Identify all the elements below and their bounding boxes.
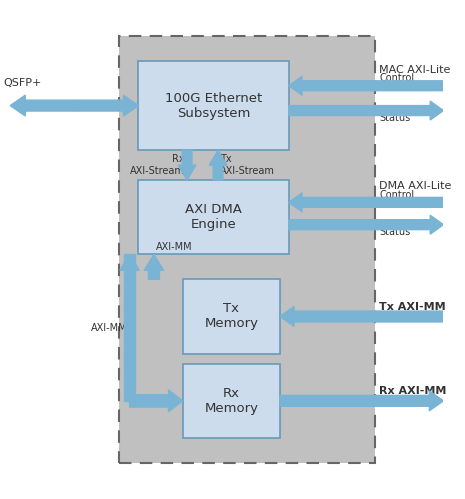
Text: DMA AXI-Lite: DMA AXI-Lite [379,182,452,192]
Text: Status: Status [379,227,411,237]
Text: AXI-MM: AXI-MM [91,323,127,333]
Text: QSFP+: QSFP+ [4,78,42,88]
FancyBboxPatch shape [183,279,280,354]
FancyBboxPatch shape [139,180,289,254]
Text: Tx
AXI-Stream: Tx AXI-Stream [220,154,275,176]
FancyArrow shape [280,391,444,411]
FancyBboxPatch shape [139,61,289,150]
FancyBboxPatch shape [183,364,280,438]
Text: Control: Control [379,73,414,83]
Text: Rx
Memory: Rx Memory [204,387,258,415]
Bar [124,254,135,401]
FancyArrow shape [289,215,444,234]
FancyArrow shape [144,254,164,279]
FancyArrow shape [289,76,444,95]
Text: Rx
AXI-Stream: Rx AXI-Stream [130,154,185,176]
Text: AXI DMA
Engine: AXI DMA Engine [185,203,242,231]
FancyArrow shape [120,254,140,270]
Text: Tx AXI-MM: Tx AXI-MM [379,301,446,311]
Text: AXI-MM: AXI-MM [156,242,193,252]
FancyArrow shape [209,150,227,180]
Text: MAC AXI-Lite: MAC AXI-Lite [379,65,451,75]
FancyArrow shape [289,193,444,212]
Text: Rx AXI-MM: Rx AXI-MM [379,386,447,396]
FancyArrow shape [74,95,139,116]
FancyArrow shape [178,150,196,180]
Text: Status: Status [379,113,411,123]
Text: Control: Control [379,190,414,200]
Text: 100G Ethernet
Subsystem: 100G Ethernet Subsystem [165,92,262,120]
FancyArrow shape [289,101,444,120]
FancyArrow shape [280,306,444,326]
Text: Tx
Memory: Tx Memory [204,302,258,330]
FancyBboxPatch shape [119,36,375,463]
FancyArrow shape [130,390,183,412]
FancyArrow shape [10,95,74,116]
